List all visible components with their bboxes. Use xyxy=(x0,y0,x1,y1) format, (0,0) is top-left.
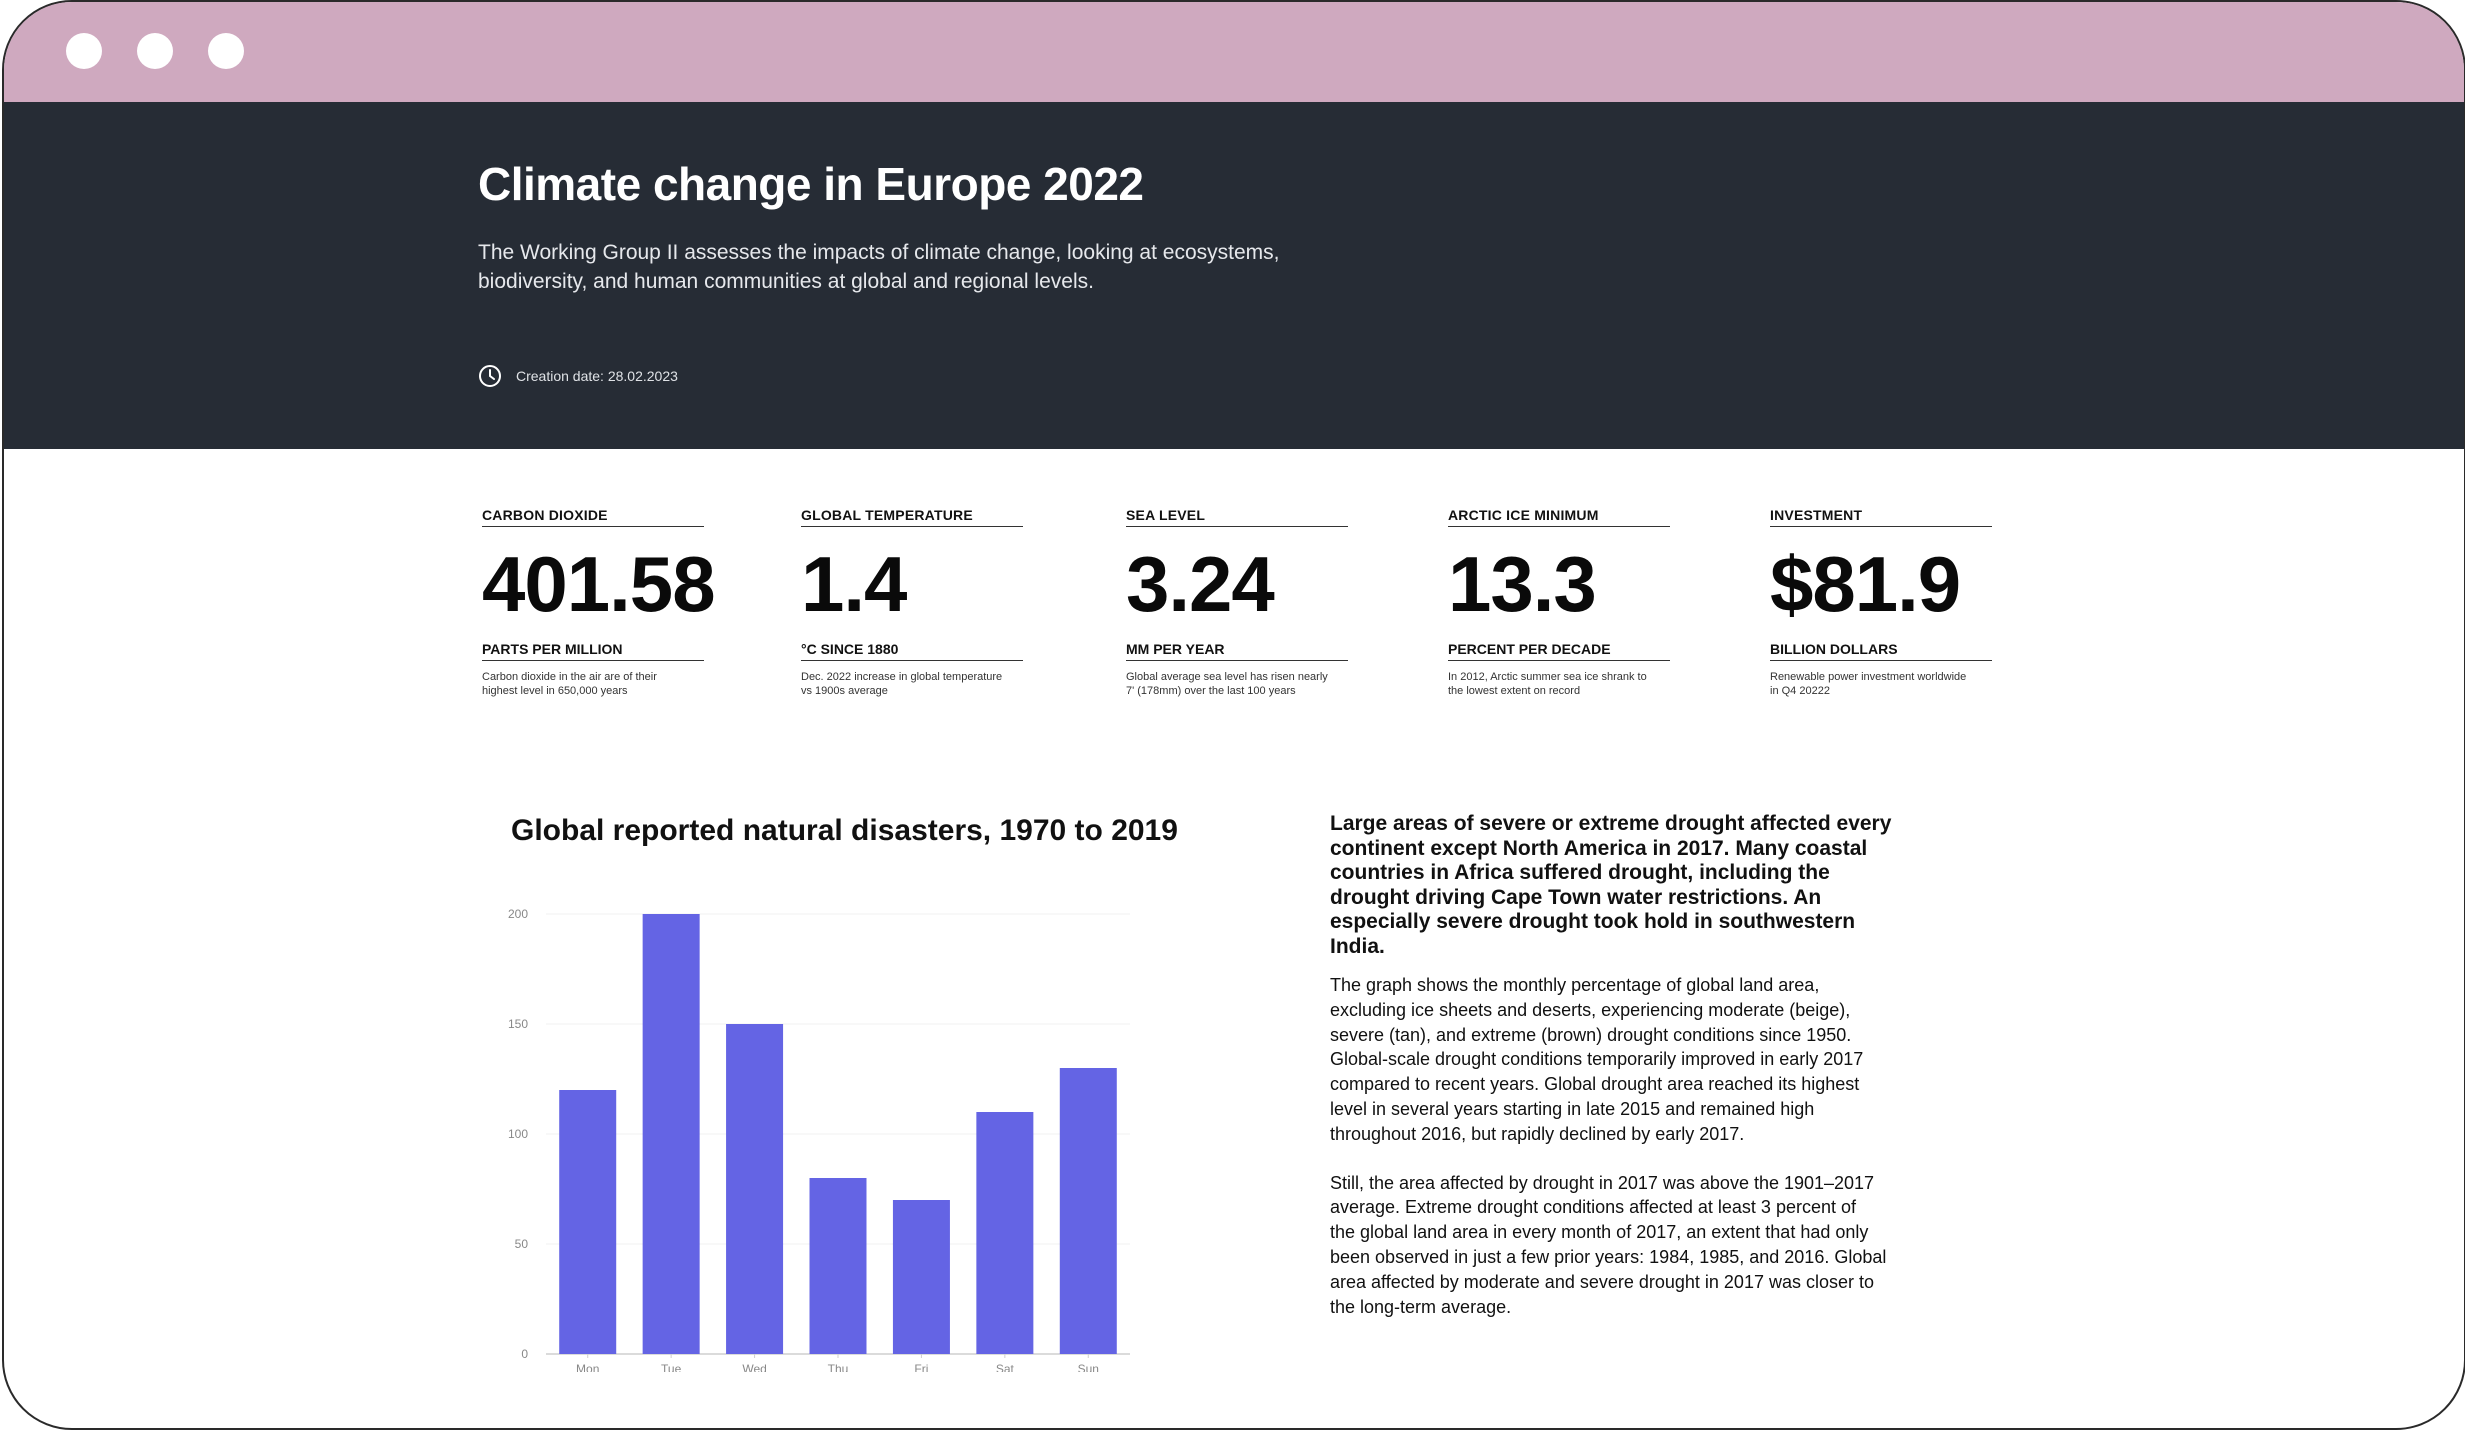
stat-value: 3.24 xyxy=(1126,540,1275,628)
article-lead-line: India. xyxy=(1330,934,1385,958)
x-tick-label: Fri xyxy=(914,1362,928,1372)
intro-line: biodiversity, and human communities at g… xyxy=(478,270,1094,293)
chart-title: Global reported natural disasters, 1970 … xyxy=(511,814,1178,847)
x-tick-label: Sat xyxy=(996,1362,1015,1372)
stat-unit: MM PER YEAR xyxy=(1126,641,1348,661)
stat-description-line: vs 1900s average xyxy=(801,685,888,697)
bar-sat[interactable] xyxy=(976,1112,1034,1354)
article-lead-line: countries in Africa suffered drought, in… xyxy=(1330,861,1830,884)
article-paragraph-line: Global-scale drought conditions temporar… xyxy=(1330,1049,1864,1070)
creation-date-text: Creation date: 28.02.2023 xyxy=(516,368,678,384)
bar-chart: 0 50 100 150 200 Mon Tue Wed Thu Fri Sat Sun xyxy=(508,907,1130,1372)
y-tick-label: 50 xyxy=(515,1237,529,1251)
article-lead-line: drought driving Cape Town water restrict… xyxy=(1330,885,1822,909)
article-paragraph-line: been observed in just a few prior years:… xyxy=(1330,1246,1887,1267)
stat-global-temperature: GLOBAL TEMPERATURE 1.4 °C SINCE 1880 Dec… xyxy=(801,507,1023,698)
article-paragraph-line: excluding ice sheets and deserts, experi… xyxy=(1330,999,1851,1020)
y-tick-label: 150 xyxy=(508,1017,528,1031)
article-paragraph-line: throughout 2016, but rapidly declined by… xyxy=(1330,1123,1745,1144)
stat-unit: PERCENT PER DECADE xyxy=(1448,641,1670,661)
article-paragraph-line: compared to recent years. Global drought… xyxy=(1330,1074,1860,1095)
stat-description: Renewable power investment worldwide in … xyxy=(1770,670,2010,698)
stat-description: Carbon dioxide in the air are of their h… xyxy=(482,670,722,698)
article-paragraph: Still, the area affected by drought in 2… xyxy=(1330,1171,1970,1320)
x-tick-label: Wed xyxy=(742,1362,766,1372)
stat-carbon-dioxide: CARBON DIOXIDE 401.58 PARTS PER MILLION … xyxy=(482,507,716,698)
bar-mon[interactable] xyxy=(559,1090,617,1354)
stat-description: Dec. 2022 increase in global temperature… xyxy=(801,670,1041,698)
window-minimize-button[interactable] xyxy=(137,33,173,69)
stat-description-line: Global average sea level has risen nearl… xyxy=(1126,671,1328,683)
stat-unit: BILLION DOLLARS xyxy=(1770,641,1992,661)
clock-icon xyxy=(479,365,501,387)
stat-label: SEA LEVEL xyxy=(1126,507,1348,527)
article-paragraph-line: level in several years starting in late … xyxy=(1330,1098,1815,1119)
article-paragraph-line: average. Extreme drought conditions affe… xyxy=(1330,1197,1856,1218)
article: Large areas of severe or extreme drought… xyxy=(1330,812,1970,1319)
stat-sea-level: SEA LEVEL 3.24 MM PER YEAR Global averag… xyxy=(1126,507,1348,698)
article-paragraph-line: area affected by moderate and severe dro… xyxy=(1330,1271,1875,1292)
stat-arctic-ice-minimum: ARCTIC ICE MINIMUM 13.3 PERCENT PER DECA… xyxy=(1448,507,1670,698)
stat-description-line: the lowest extent on record xyxy=(1448,685,1581,697)
article-lead-line: continent except North America in 2017. … xyxy=(1330,836,1868,860)
stat-label: INVESTMENT xyxy=(1770,507,1992,527)
article-paragraph: The graph shows the monthly percentage o… xyxy=(1330,973,1970,1147)
stat-description-line: highest level in 650,000 years xyxy=(482,685,628,697)
page-intro: The Working Group II assesses the impact… xyxy=(478,238,1478,296)
article-lead-line: Large areas of severe or extreme drought… xyxy=(1330,812,1892,835)
stat-value: 1.4 xyxy=(801,540,907,628)
stat-description-line: in Q4 20222 xyxy=(1770,685,1830,697)
x-tick-label: Thu xyxy=(828,1362,849,1372)
bar-sun[interactable] xyxy=(1059,1068,1117,1354)
stat-description-line: 7' (178mm) over the last 100 years xyxy=(1126,685,1296,697)
window-maximize-button[interactable] xyxy=(208,33,244,69)
article-paragraph-line: The graph shows the monthly percentage o… xyxy=(1330,975,1820,995)
stat-description-line: Dec. 2022 increase in global temperature xyxy=(801,671,1003,683)
window-titlebar xyxy=(4,2,2464,102)
stat-value: 13.3 xyxy=(1448,540,1597,628)
bar-fri[interactable] xyxy=(892,1200,950,1354)
x-tick-label: Mon xyxy=(576,1362,599,1372)
article-paragraph-line: severe (tan), and extreme (brown) drough… xyxy=(1330,1024,1852,1045)
x-tick-label: Tue xyxy=(661,1362,682,1372)
window-close-button[interactable] xyxy=(66,33,102,69)
article-paragraph-line: the long-term average. xyxy=(1330,1296,1512,1317)
stat-label: GLOBAL TEMPERATURE xyxy=(801,507,1023,527)
stat-description-line: In 2012, Arctic summer sea ice shrank to xyxy=(1448,671,1647,683)
y-tick-label: 100 xyxy=(508,1127,528,1141)
stat-description: Global average sea level has risen nearl… xyxy=(1126,670,1366,698)
stat-description: In 2012, Arctic summer sea ice shrank to… xyxy=(1448,670,1688,698)
bar-tue[interactable] xyxy=(642,914,700,1354)
x-tick-label: Sun xyxy=(1078,1362,1099,1372)
bar-thu[interactable] xyxy=(809,1178,867,1354)
stat-value: 401.58 xyxy=(482,540,716,628)
article-paragraph-line: the global land area in every month of 2… xyxy=(1330,1222,1869,1243)
article-lead: Large areas of severe or extreme drought… xyxy=(1330,812,1970,959)
creation-date: Creation date: 28.02.2023 xyxy=(478,363,678,389)
intro-line: The Working Group II assesses the impact… xyxy=(478,241,1280,264)
y-tick-label: 0 xyxy=(521,1347,528,1361)
stat-description-line: Renewable power investment worldwide xyxy=(1770,671,1967,683)
bar-wed[interactable] xyxy=(726,1024,784,1354)
y-tick-label: 200 xyxy=(508,907,528,921)
page-title: Climate change in Europe 2022 xyxy=(478,158,1144,210)
article-lead-line: especially severe drought took hold in s… xyxy=(1330,910,1856,933)
stat-label: CARBON DIOXIDE xyxy=(482,507,704,527)
stat-investment: INVESTMENT $81.9 BILLION DOLLARS Renewab… xyxy=(1770,507,1992,698)
stat-unit: PARTS PER MILLION xyxy=(482,641,704,661)
stat-unit: °C SINCE 1880 xyxy=(801,641,1023,661)
article-paragraph-line: Still, the area affected by drought in 2… xyxy=(1330,1172,1875,1193)
page-header: Climate change in Europe 2022 The Workin… xyxy=(4,102,2464,449)
stat-label: ARCTIC ICE MINIMUM xyxy=(1448,507,1670,527)
stat-value: $81.9 xyxy=(1770,540,1961,628)
stat-description-line: Carbon dioxide in the air are of their xyxy=(482,671,657,683)
